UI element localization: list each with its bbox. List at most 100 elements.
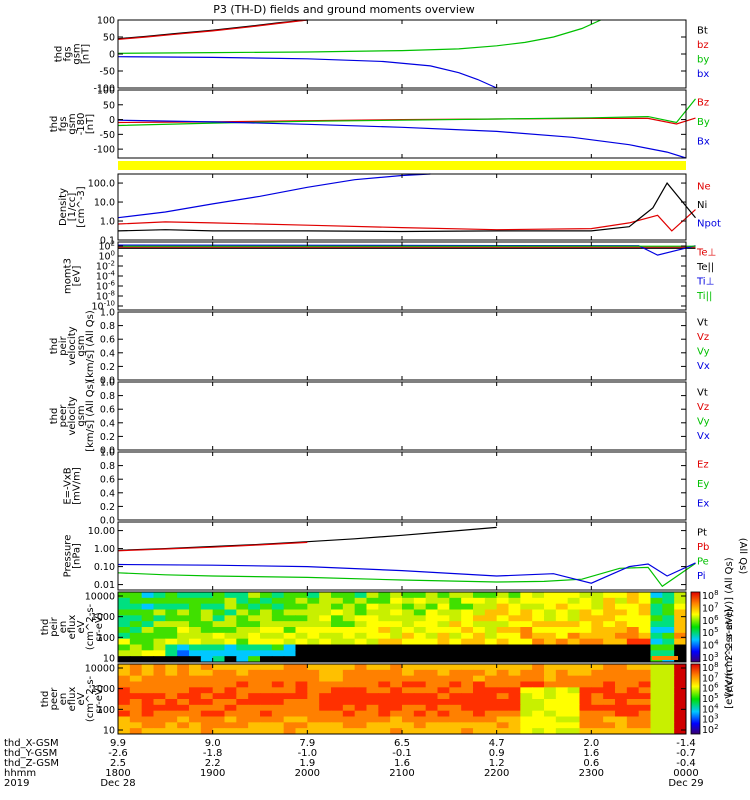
heatmap-cell [496, 609, 510, 616]
y-tick-label: 0.10 [94, 562, 115, 573]
heatmap-cell [544, 681, 557, 688]
heatmap-cell [260, 638, 273, 646]
y-tick-label: 100 [97, 705, 115, 716]
heatmap-cell [165, 615, 178, 622]
heatmap-cell [248, 592, 261, 599]
heatmap-cell [650, 592, 663, 599]
series-line-fgs-gse-2 [117, 119, 687, 159]
heatmap-cell [319, 597, 332, 605]
heatmap-cell [402, 656, 415, 662]
heatmap-cell [189, 669, 202, 677]
heatmap-cell [153, 627, 166, 634]
heatmap-cell [555, 716, 569, 723]
heatmap-cell [413, 650, 427, 657]
legend-label-moms-0: Te⊥ [696, 247, 716, 258]
heatmap-cell [437, 687, 450, 694]
heatmap-cell [141, 592, 155, 599]
legend-label-fgs-gse-0: Bz [697, 98, 709, 109]
heatmap-cell [260, 716, 273, 723]
heatmap-cell [200, 687, 214, 694]
series-line-density-1 [117, 182, 696, 233]
heatmap-cell [638, 621, 652, 628]
heatmap-cell [224, 681, 237, 688]
heatmap-cell [271, 728, 285, 734]
heatmap-cell [615, 664, 628, 671]
heatmap-cell [579, 656, 592, 662]
heatmap-cell [567, 699, 581, 706]
heatmap-cell [212, 650, 226, 657]
heatmap-cell [153, 687, 166, 694]
heatmap-cell [402, 681, 415, 688]
heatmap-cell [484, 687, 498, 694]
heatmap-cell [638, 704, 652, 712]
heatmap-cell [567, 710, 581, 718]
panel-density: 100.0 10.0 1.0 0.1 Density[1/cc][cm^-3] Ne Ni N… [58, 173, 721, 247]
heatmap-cell [141, 710, 155, 718]
heatmap-cell [141, 621, 155, 628]
heatmap-cell [579, 603, 592, 611]
heatmap-cell [461, 650, 474, 657]
heatmap-cell [555, 644, 569, 651]
y-axis-label-line: [nT] [85, 114, 96, 134]
tick-exponent: 6 [714, 682, 719, 690]
heatmap-cell [224, 704, 237, 712]
series-line-pressure-3 [117, 562, 696, 584]
heatmap-cell [638, 669, 652, 677]
legend-label-density-1: Ni [697, 200, 707, 211]
heatmap-cell [200, 669, 214, 677]
heatmap-cell [674, 650, 686, 657]
heatmap-cell [331, 664, 344, 671]
heatmap-cell [473, 632, 486, 640]
heatmap-cell [496, 650, 510, 657]
heatmap-cell [165, 728, 178, 734]
heatmap-cell [390, 627, 403, 634]
heatmap-cell [437, 728, 450, 734]
heatmap-cell [283, 710, 297, 718]
y-axis-label-line: (cm^2-s- [85, 675, 96, 722]
heatmap-cell [212, 627, 226, 634]
heatmap-cell [295, 681, 308, 688]
heatmap-cell [129, 638, 143, 646]
heatmap-cell [615, 693, 628, 700]
heatmap-cell [484, 656, 498, 662]
heatmap-cell [260, 603, 273, 611]
legend-label-peer-vel-0: Vt [697, 387, 708, 398]
heatmap-cell [496, 728, 510, 734]
heatmap-cell [331, 609, 344, 616]
heatmap-cell [413, 664, 427, 671]
y-axis-label-line: thd [54, 46, 65, 63]
y-tick-label: 10 [103, 654, 115, 665]
series-line-pressure-2 [117, 562, 696, 588]
panel-efield: 1.0 0.8 0.6 0.4 0.2 0.0 E=-VxB[mV/m] Ez Ey Ex [63, 448, 710, 527]
heatmap-cell [236, 675, 249, 683]
heatmap-cell [153, 681, 166, 688]
heatmap-cell [236, 699, 249, 706]
heatmap-cell [248, 675, 261, 683]
heatmap-cell [603, 627, 616, 634]
heatmap-cell [271, 699, 285, 706]
flag-bar [118, 161, 686, 170]
heatmap-cell [626, 722, 640, 729]
heatmap-cell [177, 603, 190, 611]
heatmap-cell [271, 669, 285, 677]
series-line-fgs-1 [117, 19, 308, 40]
x-axis-value: 2100 [389, 768, 414, 779]
heatmap-cell [354, 669, 368, 677]
heatmap-cell [153, 693, 166, 700]
heatmap-cell [544, 621, 557, 628]
y-axis-label-line: [km/s] (All Qs) [85, 380, 96, 452]
heatmap-cell [319, 592, 332, 599]
heatmap-cell [650, 621, 663, 628]
legend-label-pressure-3: Pi [697, 571, 706, 582]
heatmap-cell [342, 728, 356, 734]
heatmap-cell [674, 693, 686, 700]
heatmap-cell [129, 592, 143, 599]
heatmap-cell [638, 681, 652, 688]
heatmap-cell [354, 603, 368, 611]
heatmap-cell [555, 632, 569, 640]
heatmap-cell [177, 632, 190, 640]
heatmap-cell [378, 656, 391, 662]
heatmap-cell [248, 669, 261, 677]
y-tick-label: 0.6 [100, 335, 115, 346]
heatmap-cell [603, 592, 616, 599]
